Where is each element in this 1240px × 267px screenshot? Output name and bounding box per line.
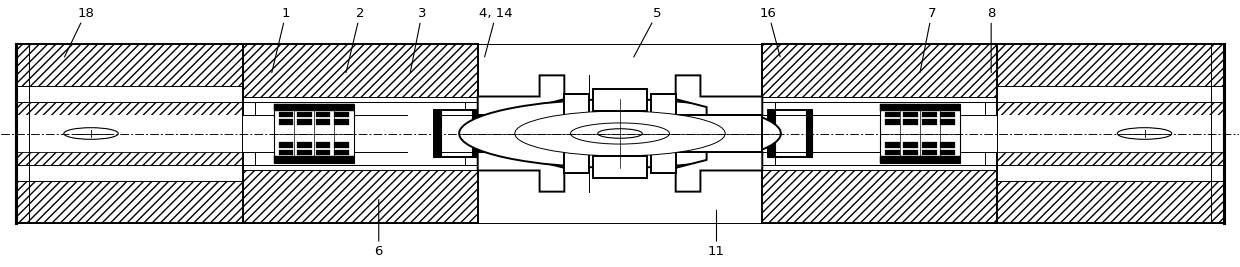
Bar <box>16 181 243 223</box>
Bar <box>903 150 918 155</box>
Bar <box>335 112 348 117</box>
Bar <box>940 142 955 148</box>
Bar <box>763 171 997 223</box>
Bar <box>997 115 1224 152</box>
Circle shape <box>515 111 725 156</box>
Bar <box>763 115 997 152</box>
Bar <box>335 119 348 125</box>
Circle shape <box>570 123 670 144</box>
Bar <box>298 150 312 155</box>
Bar <box>997 44 1224 86</box>
Text: 7: 7 <box>920 7 936 73</box>
Bar <box>316 150 331 155</box>
Bar <box>880 104 960 111</box>
Bar <box>769 110 775 157</box>
Polygon shape <box>676 152 763 192</box>
Circle shape <box>63 128 118 139</box>
Bar <box>940 112 955 117</box>
Text: 1: 1 <box>272 7 290 73</box>
Text: 3: 3 <box>410 7 427 73</box>
Circle shape <box>598 129 642 138</box>
Bar <box>921 150 936 155</box>
Bar <box>255 102 465 165</box>
Polygon shape <box>477 75 564 115</box>
Bar <box>885 150 899 155</box>
Bar <box>885 142 899 148</box>
Bar <box>243 96 477 171</box>
Text: 18: 18 <box>64 7 94 57</box>
Bar <box>243 115 477 152</box>
Bar <box>16 102 243 115</box>
Bar <box>434 110 477 157</box>
Bar <box>335 150 348 155</box>
Bar <box>316 142 331 148</box>
Bar <box>298 112 312 117</box>
Bar <box>279 142 294 148</box>
Text: 5: 5 <box>634 7 661 57</box>
Bar <box>593 156 647 178</box>
Bar <box>880 156 960 163</box>
Bar <box>651 94 676 173</box>
Bar <box>880 104 960 163</box>
Bar <box>16 44 243 86</box>
Bar <box>921 112 936 117</box>
Bar <box>316 112 331 117</box>
Bar <box>997 102 1224 115</box>
Bar <box>16 152 243 165</box>
Text: 16: 16 <box>760 7 780 57</box>
Bar <box>676 115 763 152</box>
Bar <box>298 142 312 148</box>
Bar <box>274 156 353 163</box>
Polygon shape <box>676 75 763 115</box>
Bar <box>274 104 353 163</box>
Bar <box>763 96 997 171</box>
Bar <box>921 142 936 148</box>
Bar <box>903 142 918 148</box>
Text: 11: 11 <box>708 210 725 258</box>
Text: 6: 6 <box>374 200 383 258</box>
Bar <box>279 119 294 125</box>
Bar <box>243 44 477 96</box>
Bar <box>763 44 997 96</box>
Bar <box>997 86 1224 181</box>
Bar <box>775 102 985 165</box>
Bar <box>885 119 899 125</box>
Bar <box>16 86 243 181</box>
Bar <box>335 142 348 148</box>
Text: 4, 14: 4, 14 <box>480 7 513 57</box>
Bar <box>997 152 1224 165</box>
Bar <box>593 89 647 111</box>
Bar <box>279 150 294 155</box>
Polygon shape <box>477 152 564 192</box>
Bar <box>903 112 918 117</box>
Bar <box>16 115 243 152</box>
Bar <box>903 119 918 125</box>
Bar <box>885 112 899 117</box>
Bar <box>477 115 564 152</box>
Bar <box>997 181 1224 223</box>
Text: 2: 2 <box>346 7 365 73</box>
Bar <box>769 110 812 157</box>
Bar <box>564 94 589 173</box>
Bar <box>921 119 936 125</box>
Bar <box>274 104 353 111</box>
Bar <box>806 110 812 157</box>
Bar <box>298 119 312 125</box>
Bar <box>940 150 955 155</box>
Bar <box>434 110 440 157</box>
Bar <box>471 110 477 157</box>
Bar <box>243 171 477 223</box>
Bar <box>279 112 294 117</box>
Circle shape <box>459 99 781 168</box>
Circle shape <box>1117 128 1172 139</box>
Text: 8: 8 <box>987 7 996 73</box>
Bar <box>316 119 331 125</box>
Bar <box>940 119 955 125</box>
